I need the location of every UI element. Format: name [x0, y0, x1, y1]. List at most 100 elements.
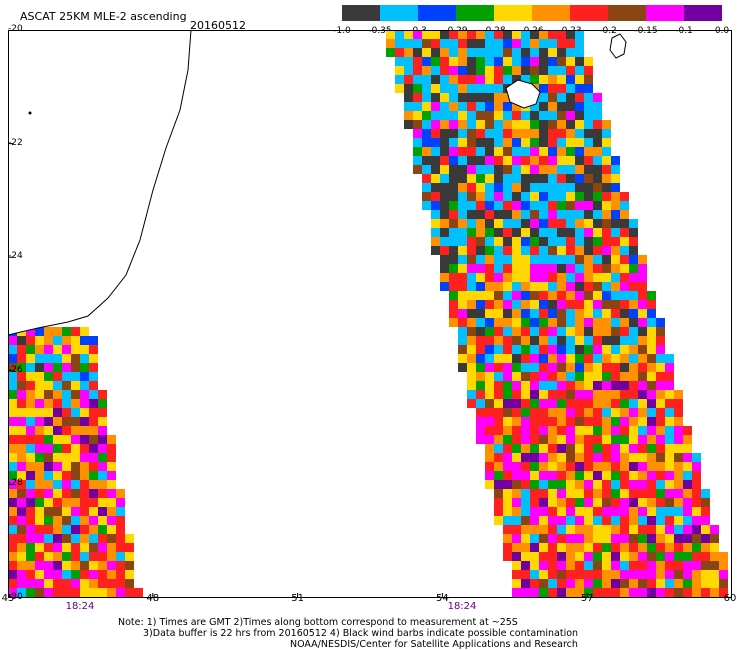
- swath-cell: [503, 48, 512, 57]
- swath-cell: [521, 264, 530, 273]
- swath-cell: [548, 138, 557, 147]
- swath-cell: [611, 534, 620, 543]
- swath-cell: [584, 435, 593, 444]
- swath-cell: [566, 435, 575, 444]
- swath-cell: [584, 255, 593, 264]
- swath-cell: [530, 354, 539, 363]
- swath-cell: [458, 345, 467, 354]
- swath-cell: [512, 39, 521, 48]
- swath-cell: [521, 435, 530, 444]
- swath-cell: [431, 120, 440, 129]
- swath-cell: [674, 390, 683, 399]
- swath-cell: [467, 264, 476, 273]
- swath-cell: [575, 543, 584, 552]
- swath-cell: [602, 354, 611, 363]
- swath-cell: [602, 282, 611, 291]
- swath-cell: [71, 408, 80, 417]
- swath-cell: [557, 300, 566, 309]
- colorbar: [342, 5, 722, 21]
- swath-cell: [440, 75, 449, 84]
- swath-cell: [683, 525, 692, 534]
- swath-cell: [485, 129, 494, 138]
- swath-cell: [710, 525, 719, 534]
- swath-cell: [431, 48, 440, 57]
- swath-cell: [566, 183, 575, 192]
- swath-cell: [647, 534, 656, 543]
- swath-cell: [530, 327, 539, 336]
- swath-cell: [494, 111, 503, 120]
- swath-cell: [530, 444, 539, 453]
- swath-cell: [584, 372, 593, 381]
- swath-cell: [656, 579, 665, 588]
- swath-cell: [413, 57, 422, 66]
- swath-cell: [557, 489, 566, 498]
- swath-cell: [557, 174, 566, 183]
- swath-cell: [530, 408, 539, 417]
- swath-cell: [458, 228, 467, 237]
- swath-cell: [512, 156, 521, 165]
- swath-cell: [620, 462, 629, 471]
- swath-cell: [620, 363, 629, 372]
- swath-cell: [629, 543, 638, 552]
- swath-cell: [458, 66, 467, 75]
- swath-cell: [575, 210, 584, 219]
- swath-cell: [548, 183, 557, 192]
- swath-cell: [80, 399, 89, 408]
- swath-cell: [35, 372, 44, 381]
- swath-cell: [8, 363, 17, 372]
- swath-cell: [683, 498, 692, 507]
- swath-cell: [26, 462, 35, 471]
- swath-cell: [593, 588, 602, 597]
- swath-cell: [44, 579, 53, 588]
- swath-cell: [71, 444, 80, 453]
- swath-cell: [656, 399, 665, 408]
- swath-cell: [620, 426, 629, 435]
- swath-cell: [449, 165, 458, 174]
- swath-cell: [539, 156, 548, 165]
- swath-cell: [665, 462, 674, 471]
- swath-cell: [116, 489, 125, 498]
- swath-cell: [440, 102, 449, 111]
- swath-cell: [53, 444, 62, 453]
- swath-cell: [539, 345, 548, 354]
- swath-cell: [431, 84, 440, 93]
- swath-cell: [503, 453, 512, 462]
- swath-cell: [458, 138, 467, 147]
- swath-cell: [566, 102, 575, 111]
- swath-cell: [602, 489, 611, 498]
- swath-cell: [521, 516, 530, 525]
- swath-cell: [449, 309, 458, 318]
- swath-cell: [710, 579, 719, 588]
- swath-cell: [548, 228, 557, 237]
- swath-cell: [485, 480, 494, 489]
- swath-cell: [503, 318, 512, 327]
- swath-cell: [494, 66, 503, 75]
- swath-cell: [575, 390, 584, 399]
- swath-cell: [485, 462, 494, 471]
- swath-cell: [575, 237, 584, 246]
- swath-cell: [485, 354, 494, 363]
- swath-cell: [476, 120, 485, 129]
- swath-cell: [584, 417, 593, 426]
- swath-cell: [512, 228, 521, 237]
- swath-cell: [656, 489, 665, 498]
- swath-cell: [656, 570, 665, 579]
- swath-cell: [512, 174, 521, 183]
- swath-cell: [8, 471, 17, 480]
- swath-cell: [512, 237, 521, 246]
- swath-cell: [593, 579, 602, 588]
- swath-cell: [647, 462, 656, 471]
- swath-cell: [71, 372, 80, 381]
- swath-cell: [26, 426, 35, 435]
- swath-cell: [116, 570, 125, 579]
- swath-cell: [575, 147, 584, 156]
- swath-cell: [521, 552, 530, 561]
- swath-cell: [476, 246, 485, 255]
- swath-cell: [512, 48, 521, 57]
- swath-cell: [89, 525, 98, 534]
- swath-cell: [602, 498, 611, 507]
- swath-cell: [539, 147, 548, 156]
- swath-cell: [80, 426, 89, 435]
- swath-cell: [584, 183, 593, 192]
- swath-cell: [503, 201, 512, 210]
